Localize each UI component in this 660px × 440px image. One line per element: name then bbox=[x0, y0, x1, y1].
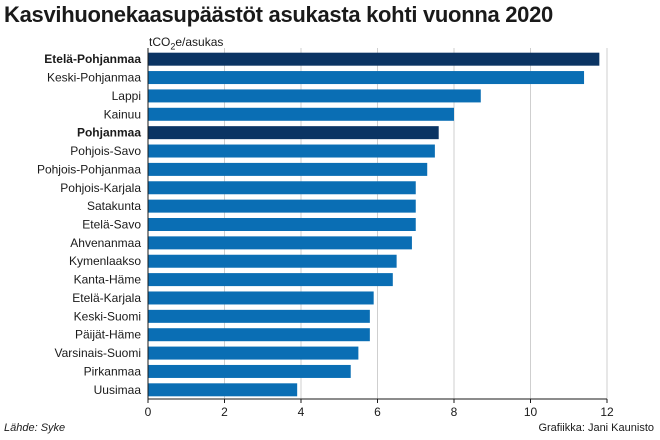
bar bbox=[148, 309, 370, 323]
category-label: Päijät-Häme bbox=[75, 328, 141, 342]
bar bbox=[148, 52, 600, 66]
source-note: Lähde: Syke bbox=[4, 422, 66, 434]
x-tick-label: 4 bbox=[298, 405, 305, 419]
chart-title: Kasvihuonekaasupäästöt asukasta kohti vu… bbox=[4, 2, 553, 27]
graphics-credit: Grafiikka: Jani Kaunisto bbox=[538, 422, 654, 434]
category-label: Etelä-Pohjanmaa bbox=[44, 52, 141, 66]
bar bbox=[148, 126, 439, 140]
category-label: Kymenlaakso bbox=[69, 254, 141, 268]
unit-subscript: 2 bbox=[170, 41, 176, 52]
category-label: Kainuu bbox=[104, 107, 141, 121]
bar bbox=[148, 218, 416, 231]
category-label: Kanta-Häme bbox=[74, 273, 142, 287]
category-label: Pohjois-Pohjanmaa bbox=[37, 162, 141, 176]
x-tick-label: 12 bbox=[600, 405, 614, 419]
bar bbox=[148, 71, 585, 85]
x-tick-label: 2 bbox=[221, 405, 228, 419]
category-label: Varsinais-Suomi bbox=[55, 346, 141, 360]
category-label: Etelä-Savo bbox=[82, 218, 141, 232]
bar bbox=[148, 273, 393, 287]
unit-prefix: tCO bbox=[149, 35, 171, 49]
x-tick-label: 0 bbox=[145, 405, 152, 419]
x-tick-label: 8 bbox=[451, 405, 458, 419]
axis-unit-label: tCO2e/asukas bbox=[149, 35, 223, 51]
bar bbox=[148, 346, 359, 360]
bar bbox=[148, 144, 435, 158]
bar bbox=[148, 199, 416, 213]
category-label: Ahvenanmaa bbox=[70, 236, 141, 250]
category-label: Pohjois-Karjala bbox=[60, 181, 141, 195]
category-label: Pirkanmaa bbox=[84, 364, 142, 378]
category-label: Uusimaa bbox=[94, 383, 142, 397]
bar bbox=[148, 383, 298, 397]
category-label: Etelä-Karjala bbox=[72, 291, 141, 305]
bar bbox=[148, 364, 351, 378]
bar bbox=[148, 254, 397, 268]
bar bbox=[148, 328, 370, 342]
category-label: Keski-Pohjanmaa bbox=[47, 71, 141, 85]
bar bbox=[148, 162, 428, 176]
bar bbox=[148, 89, 481, 103]
category-label: Pohjois-Savo bbox=[70, 144, 141, 158]
category-label: Keski-Suomi bbox=[74, 309, 141, 323]
x-tick-label: 10 bbox=[524, 405, 538, 419]
unit-suffix: e/asukas bbox=[175, 35, 224, 49]
bar bbox=[148, 236, 412, 250]
x-tick-label: 6 bbox=[374, 405, 381, 419]
bar bbox=[148, 291, 374, 305]
category-label: Pohjanmaa bbox=[77, 126, 141, 140]
bar bbox=[148, 107, 454, 121]
bar bbox=[148, 181, 416, 195]
category-label: Lappi bbox=[112, 89, 141, 103]
category-label: Satakunta bbox=[87, 199, 141, 213]
